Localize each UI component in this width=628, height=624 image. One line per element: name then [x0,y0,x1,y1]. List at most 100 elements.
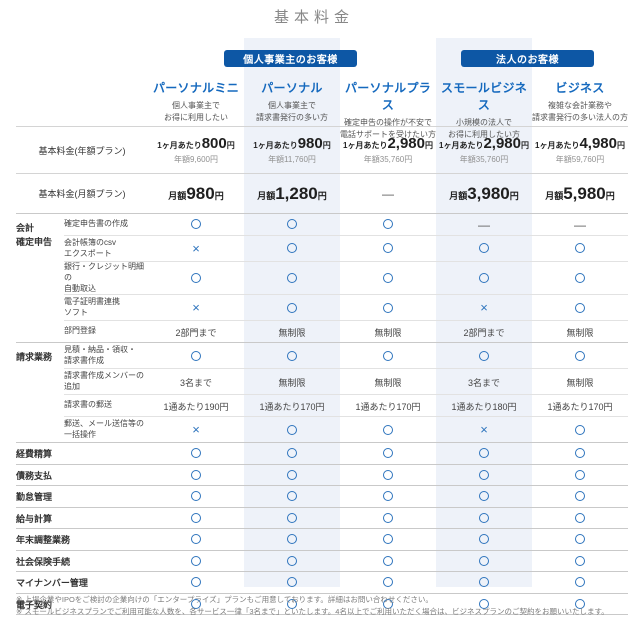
price-cell: 1ヶ月あたり2,980円 年額35,760円 [436,135,532,165]
included-circle-icon [575,302,585,313]
included-circle-icon [575,272,585,283]
value-cell [340,445,436,463]
value-cell [532,269,628,287]
price-amount: 800 [201,135,227,152]
feature-label-line: 見積・納品・領収・ [64,345,136,355]
value-text: 1通あたり170円 [259,401,325,412]
value-text: 1通あたり170円 [355,401,421,412]
value-text: 無制限 [374,377,402,388]
footnote: ※ スモールビジネスプランでご利用可能な人数を、各サービス一律「3名まで」といた… [16,606,609,616]
value-cell [340,531,436,549]
value-cell: — [436,216,532,234]
value-cell [244,595,340,613]
value-cell: 1通あたり170円 [340,397,436,415]
feature-label: 見積・納品・領収・ 請求書作成 [64,345,148,367]
feature-label: 会計帳簿のcsv エクスポート [64,238,148,260]
price-unit: 円 [214,190,224,201]
value-cell: 無制限 [340,323,436,341]
annual-total: 年額59,760円 [555,155,605,164]
price-unit: 円 [509,190,519,201]
value-cell [436,488,532,506]
value-cell [436,269,532,287]
value-cell: 3名まで [436,373,532,391]
value-cell [340,574,436,592]
plan-description-line: 請求書発行の多い法人の方 [532,112,628,122]
price-row: 基本料金(月額プラン) 月額980円 月額1,280円 — 月額3,980円 月額5,98… [16,173,628,213]
included-circle-icon [287,272,297,283]
value-cell: × [436,421,532,439]
feature-label: 銀行・クレジット明細の 自動取込 [64,262,148,294]
feature-label: 部門登録 [64,326,148,337]
included-circle-icon [575,491,585,502]
section-label: 会計 確定申告 [16,214,64,342]
value-cell [244,574,340,592]
included-circle-icon [479,512,489,523]
not-applicable-dash: — [478,217,490,232]
plan-column-header: スモールビジネス 小規模の法人で お得に利用したい方 [436,79,532,140]
value-cell: × [148,240,244,258]
price-amount: 5,980 [563,183,606,203]
value-text: 無制限 [278,327,306,338]
value-cell [244,466,340,484]
price-unit: 円 [226,141,235,150]
excluded-cross-icon: × [480,421,488,437]
value-cell [244,347,340,365]
value-cell [340,347,436,365]
included-circle-icon [287,555,297,566]
included-circle-icon [383,448,393,459]
value-cell [340,466,436,484]
value-cell [244,299,340,317]
price-row: 基本料金(年額プラン) 1ヶ月あたり800円 年額9,600円 1ヶ月あたり980円年… [16,126,628,173]
value-cell [148,466,244,484]
plan-name: パーソナルミニ [152,81,240,95]
price-cell: 月額1,280円 [244,184,340,204]
value-cell [436,574,532,592]
included-circle-icon [383,424,393,435]
simple-feature-row: 社会保険手続 [16,549,628,572]
price-prefix: 月額 [257,190,276,201]
feature-label-line: 郵送、メール送信等の [64,419,144,429]
section-rows: 見積・納品・領収・ 請求書作成 請求書作成メンバーの 追加 3名まで 無制限 無制限 3名まで… [64,343,628,442]
section-label: 請求業務 [16,343,64,442]
not-applicable-dash: — [382,186,394,201]
included-circle-icon [383,491,393,502]
value-cell [340,269,436,287]
price-amount: 2,980 [483,135,521,152]
value-cell [148,595,244,613]
value-cell [532,552,628,570]
value-cell [436,466,532,484]
included-circle-icon [191,219,201,230]
plan-description-line: 小規模の法人で [456,118,512,127]
price-unit: 円 [521,141,529,150]
plan-header-row: パーソナルミニ 個人事業主で お得に利用したい パーソナル 個人事業主で 請求書発行の多い… [148,79,628,140]
value-text: 無制限 [278,377,306,388]
feature-row: 請求書作成メンバーの 追加 3名まで 無制限 無制限 3名まで 無制限 [64,368,628,394]
included-circle-icon [575,350,585,361]
price-cell: 月額980円 [148,184,244,204]
simple-feature-row: 給与計算 [16,506,628,529]
price-prefix: 1ヶ月あたり [535,141,580,150]
included-circle-icon [575,424,585,435]
excluded-cross-icon: × [192,299,200,315]
simple-feature-row: 電子契約 [16,592,628,616]
feature-label: 請求書の郵送 [64,400,148,411]
plan-description-line: 確定申告の操作が不安で [344,118,432,127]
feature-label-line: 請求書の郵送 [64,400,112,410]
included-circle-icon [479,577,489,588]
included-circle-icon [479,555,489,566]
value-cell [148,269,244,287]
price-prefix: 月額 [545,190,564,201]
plan-name: ビジネス [555,81,605,95]
price-amount: 980 [186,183,215,203]
price-amount: 4,980 [579,135,617,152]
simple-feature-label: 債務支払 [16,470,53,481]
included-circle-icon [383,577,393,588]
plan-description-line: 電話サポートを受けたい方 [340,129,436,139]
included-circle-icon [383,469,393,480]
simple-feature-label: 年末調整業務 [16,535,71,546]
value-cell [532,466,628,484]
value-cell: 2部門まで [148,323,244,341]
plan-description: 個人事業主で 請求書発行の多い方 [244,100,340,123]
plan-description: 複雑な会計業務や 請求書発行の多い法人の方 [532,100,628,123]
